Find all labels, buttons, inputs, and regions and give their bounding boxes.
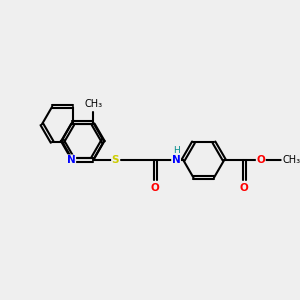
Text: O: O: [240, 183, 249, 193]
Text: H: H: [173, 146, 179, 155]
Text: S: S: [112, 155, 119, 165]
Text: CH₃: CH₃: [282, 155, 300, 165]
Text: O: O: [151, 183, 160, 193]
Text: N: N: [67, 155, 76, 165]
Text: O: O: [256, 155, 265, 165]
Text: CH₃: CH₃: [84, 99, 102, 109]
Text: N: N: [172, 155, 181, 165]
